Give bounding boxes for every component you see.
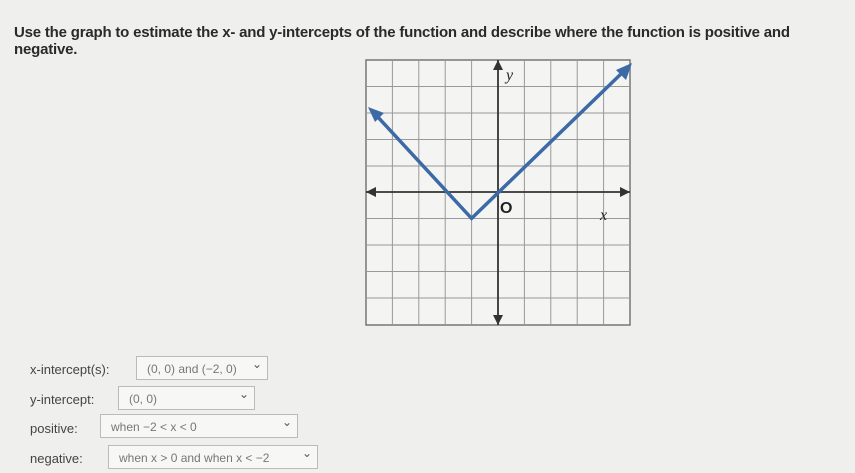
- x-arrow-right: [620, 187, 630, 197]
- answer-dropdown[interactable]: when x > 0 and when x < −2: [108, 441, 318, 469]
- origin-label: O: [500, 200, 512, 217]
- y-arrow-up: [493, 60, 503, 70]
- answer-dropdown[interactable]: when −2 < x < 0: [100, 410, 298, 438]
- x-arrow-left: [366, 187, 376, 197]
- answer-label: negative:: [30, 451, 83, 466]
- answer-label: y-intercept:: [30, 392, 95, 407]
- x-axis-label: x: [599, 207, 607, 224]
- curve-arrow-left: [368, 107, 384, 122]
- answer-label: positive:: [30, 421, 78, 436]
- answer-label: x-intercept(s):: [30, 362, 110, 377]
- curve-arrow-right: [616, 63, 632, 80]
- answer-dropdown[interactable]: (0, 0) and (−2, 0): [136, 352, 268, 380]
- question: Use the graph to estimate the x- and y-i…: [14, 24, 790, 58]
- answer-dropdown[interactable]: (0, 0): [118, 382, 255, 410]
- function-curve: [374, 69, 626, 221]
- y-axis-label: y: [504, 67, 514, 84]
- y-arrow-down: [493, 315, 503, 325]
